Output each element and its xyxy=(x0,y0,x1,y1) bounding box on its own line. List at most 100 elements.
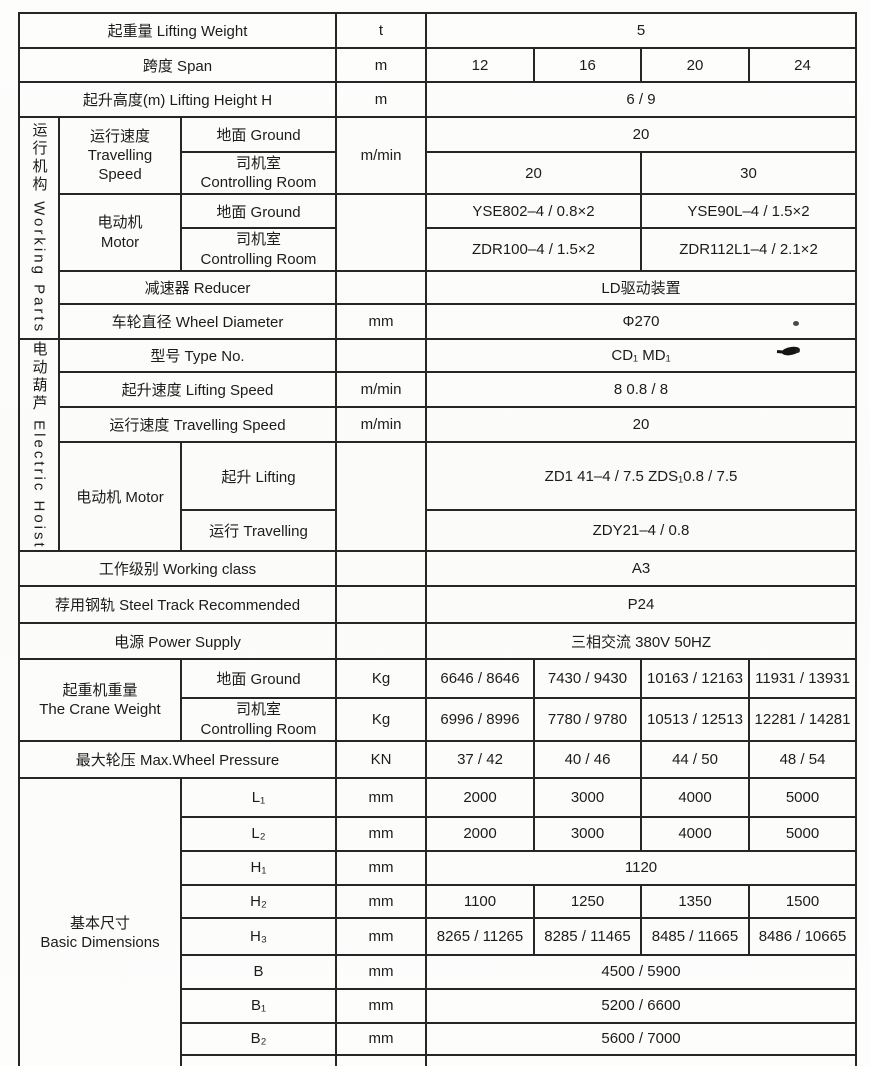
span-value-20: 20 xyxy=(640,47,750,83)
hoist-lifting-speed-label: 起升速度 Lifting Speed xyxy=(58,370,337,408)
row-hoist-lifting-speed: 起升速度 Lifting Speed m/min 8 0.8 / 8 xyxy=(19,370,858,408)
span-value-12: 12 xyxy=(425,47,535,83)
dim-h2-v4: 1500 xyxy=(747,883,858,919)
span-unit: m xyxy=(335,47,427,83)
steel-track-unit-empty xyxy=(335,585,427,625)
row-power-supply: 电源 Power Supply 三相交流 380V 50HZ xyxy=(18,622,858,661)
travelling-speed-ground-value: 20 xyxy=(424,116,858,153)
hoist-travelling-speed-unit: m/min xyxy=(335,405,427,443)
dim-h2-label: H₂ xyxy=(180,883,337,919)
electric-hoist-vertical-label: 电动葫芦 Electric Hoist xyxy=(30,340,48,550)
dim-b2-unit: mm xyxy=(335,1021,427,1056)
dim-l1-unit: mm xyxy=(335,776,427,818)
dim-l2-v4: 5000 xyxy=(747,815,858,852)
dim-l1-v4: 5000 xyxy=(747,776,858,818)
hoist-motor-label: 电动机 Motor xyxy=(58,440,182,553)
section-label-electric-hoist: 电动葫芦 Electric Hoist xyxy=(18,337,60,553)
travelling-speed-label-en1: Travelling xyxy=(87,147,153,165)
motor-unit-empty xyxy=(335,193,427,272)
reducer-unit-empty xyxy=(335,269,427,305)
row-span: 跨度 Span m 12 16 20 24 xyxy=(18,47,858,83)
crane-weight-room-v1: 6996 / 8996 xyxy=(425,697,535,742)
row-reducer: 减速器 Reducer LD驱动装置 xyxy=(19,269,858,305)
power-supply-value: 三相交流 380V 50HZ xyxy=(424,622,858,661)
row-lifting-height: 起升高度(m) Lifting Height H m 6 / 9 xyxy=(18,81,858,118)
dim-b3-unit: mm xyxy=(335,1053,427,1066)
dim-b2-label: B₂ xyxy=(180,1021,337,1056)
travelling-speed-ground-label: 地面 Ground xyxy=(180,116,337,153)
dim-h3-v1: 8265 / 11265 xyxy=(425,916,535,956)
crane-weight-label-cn: 起重机重量 xyxy=(62,681,138,699)
crane-weight-room-label-cn: 司机室 xyxy=(235,701,281,719)
row-dim-l1: 基本尺寸 Basic Dimensions L₁ mm 2000 3000 40… xyxy=(18,776,858,1066)
reducer-label: 减速器 Reducer xyxy=(58,269,337,305)
motor-room-label-cn: 司机室 xyxy=(235,231,281,249)
wheel-diameter-unit: mm xyxy=(335,302,427,340)
motor-ground-value-2: YSE90L–4 / 1.5×2 xyxy=(639,193,858,230)
dim-b1-value: 5200 / 6600 xyxy=(424,987,858,1024)
dim-l2-label: L₂ xyxy=(180,815,337,852)
row-travelling-speed-room: 司机室 Controlling Room 20 30 xyxy=(19,150,858,196)
motor-label-en: Motor xyxy=(100,233,140,251)
lifting-height-label: 起升高度(m) Lifting Height H xyxy=(18,81,337,118)
row-dim-l2: L₂ mm 2000 3000 4000 5000 xyxy=(19,815,858,852)
dim-h3-v2: 8285 / 11465 xyxy=(533,916,642,956)
dim-b3-label: B₃ xyxy=(180,1053,337,1066)
crane-weight-ground-v1: 6646 / 8646 xyxy=(425,658,535,700)
dim-b1-label: B₁ xyxy=(180,987,337,1024)
row-lifting-weight: 起重量 Lifting Weight t 5 xyxy=(18,12,858,49)
wheel-diameter-label: 车轮直径 Wheel Diameter xyxy=(58,302,337,340)
hoist-motor-travelling-label: 运行 Travelling xyxy=(180,509,337,553)
scan-speck xyxy=(793,321,799,326)
motor-room-value-1: ZDR100–4 / 1.5×2 xyxy=(425,227,642,272)
dim-l1-label: L₁ xyxy=(180,776,337,818)
row-dim-h2: H₂ mm 1100 1250 1350 1500 xyxy=(19,883,858,919)
type-no-value: CD₁ MD₁ xyxy=(424,337,858,373)
row-crane-weight-room: 司机室 Controlling Room Kg 6996 / 8996 7780… xyxy=(19,697,858,742)
row-dim-b2: B₂ mm 5600 / 7000 xyxy=(19,1021,858,1056)
dim-h3-label: H₃ xyxy=(180,916,337,956)
lifting-weight-value: 5 xyxy=(424,12,858,49)
travelling-speed-label-cn: 运行速度 xyxy=(89,127,150,145)
motor-ground-value-1: YSE802–4 / 0.8×2 xyxy=(425,193,642,230)
lifting-weight-unit: t xyxy=(335,12,427,49)
hoist-lifting-speed-unit: m/min xyxy=(335,370,427,408)
row-dim-b3: B₃ mm 1500 xyxy=(19,1053,858,1066)
room-label-en: Controlling Room xyxy=(200,174,317,192)
row-hoist-motor-lifting: 电动机 Motor 起升 Lifting ZD1 41–4 / 7.5 ZDS₁… xyxy=(19,440,858,553)
travelling-speed-room-value-2: 30 xyxy=(639,150,858,196)
dim-h2-unit: mm xyxy=(335,883,427,919)
dim-h1-value: 1120 xyxy=(424,849,858,886)
crane-weight-label-en: The Crane Weight xyxy=(39,701,161,719)
travelling-speed-label: 运行速度 Travelling Speed xyxy=(58,115,182,196)
dim-l1-v3: 4000 xyxy=(640,776,750,818)
row-motor-room: 司机室 Controlling Room ZDR100–4 / 1.5×2 ZD… xyxy=(19,227,858,272)
crane-weight-ground-v4: 11931 / 13931 xyxy=(747,658,858,700)
motor-ground-label: 地面 Ground xyxy=(180,193,337,230)
travelling-speed-room-label: 司机室 Controlling Room xyxy=(180,150,337,196)
hoist-motor-lifting-value: ZD1 41–4 / 7.5 ZDS₁0.8 / 7.5 xyxy=(424,440,858,512)
hoist-motor-lifting-label: 起升 Lifting xyxy=(180,440,337,512)
crane-weight-label: 起重机重量 The Crane Weight xyxy=(18,658,182,742)
span-label: 跨度 Span xyxy=(18,47,337,83)
max-wheel-pressure-label: 最大轮压 Max.Wheel Pressure xyxy=(18,739,337,779)
crane-spec-table: 起重量 Lifting Weight t 5 跨度 Span m 12 16 2… xyxy=(18,12,858,1066)
basic-dimensions-label-cn: 基本尺寸 xyxy=(69,915,130,933)
dim-h1-unit: mm xyxy=(335,849,427,886)
working-class-label: 工作级别 Working class xyxy=(18,550,337,588)
working-class-value: A3 xyxy=(424,550,858,588)
max-wheel-pressure-unit: KN xyxy=(335,739,427,779)
max-wheel-pressure-v1: 37 / 42 xyxy=(425,739,535,779)
lifting-weight-label: 起重量 Lifting Weight xyxy=(18,12,337,49)
type-no-label: 型号 Type No. xyxy=(58,337,337,373)
dim-l1-v1: 2000 xyxy=(425,776,535,818)
section-label-working-parts: 运行机构 Working Parts xyxy=(18,116,60,340)
dim-b2-value: 5600 / 7000 xyxy=(424,1021,858,1056)
dim-l2-v1: 2000 xyxy=(425,815,535,852)
reducer-value: LD驱动装置 xyxy=(424,269,858,305)
row-hoist-travelling-speed: 运行速度 Travelling Speed m/min 20 xyxy=(19,405,858,443)
travelling-speed-room-value-1: 20 xyxy=(425,150,642,196)
crane-weight-ground-v2: 7430 / 9430 xyxy=(533,658,642,700)
working-class-unit-empty xyxy=(335,550,427,588)
